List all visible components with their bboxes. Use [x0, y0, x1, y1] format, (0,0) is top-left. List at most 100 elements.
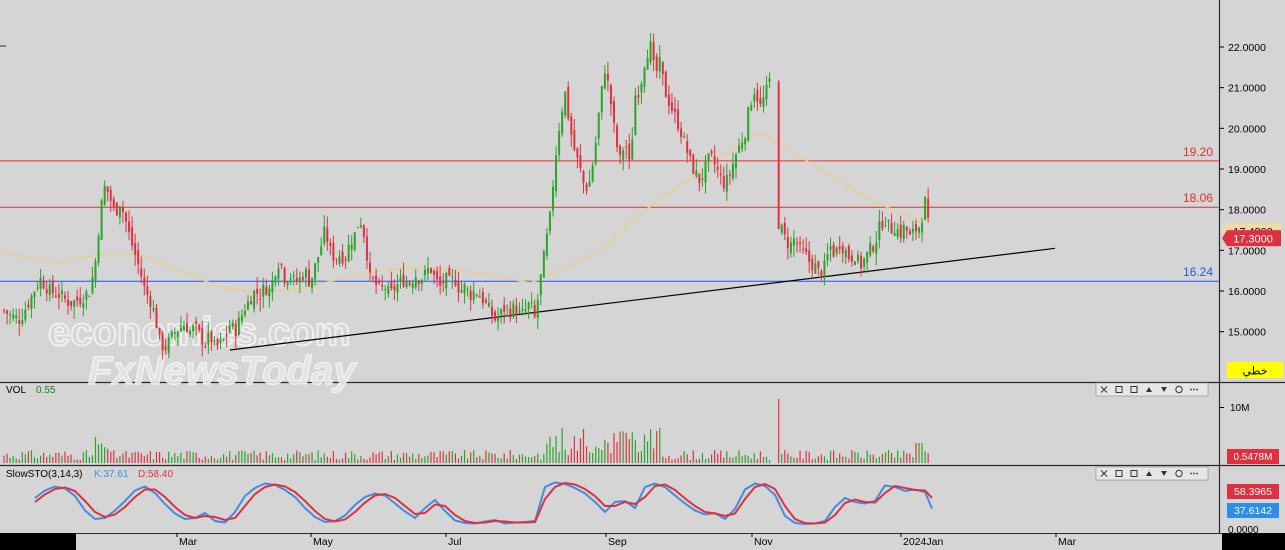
volume-bar — [198, 457, 200, 463]
candle — [12, 308, 15, 322]
volume-bar — [656, 431, 658, 463]
volume-bar — [842, 456, 844, 463]
candle — [326, 216, 329, 251]
volume-bar — [15, 458, 17, 463]
volume-bar — [558, 452, 560, 463]
candle — [887, 219, 890, 232]
volume-bar — [494, 453, 496, 463]
volume-bar — [482, 459, 484, 463]
candle — [207, 322, 210, 354]
candle — [341, 244, 344, 267]
maximize-icon[interactable] — [1115, 386, 1123, 393]
volume-bar — [890, 452, 893, 463]
candle — [491, 299, 493, 324]
price-label[interactable]: 17.3000 — [1222, 230, 1281, 247]
candle — [24, 301, 27, 324]
volume-bar — [116, 457, 118, 463]
volume-bar — [40, 455, 42, 463]
candle — [515, 297, 518, 324]
candle — [289, 272, 292, 286]
more-icon[interactable] — [1190, 472, 1198, 475]
volume-bar — [107, 448, 109, 463]
move-up-icon[interactable] — [1146, 387, 1152, 392]
volume-bar — [467, 458, 469, 463]
settings-icon[interactable] — [1175, 385, 1183, 394]
candle — [314, 262, 317, 286]
more-icon[interactable] — [1190, 388, 1198, 391]
volume-bar — [738, 450, 740, 463]
candle — [167, 333, 170, 359]
candle — [210, 329, 213, 351]
chart-type-badge[interactable]: خطي — [1227, 362, 1283, 378]
candle — [60, 281, 63, 303]
stochastic-pane-controls[interactable] — [1095, 466, 1209, 481]
price-label-text: 17.3000 — [1233, 234, 1273, 246]
volume-bar — [628, 438, 630, 463]
candle — [411, 280, 414, 294]
candle — [475, 293, 478, 298]
volume-bar — [274, 457, 277, 463]
candle — [201, 320, 204, 357]
candle — [39, 268, 42, 297]
close-icon[interactable] — [1100, 386, 1108, 393]
maximize-icon[interactable] — [1115, 470, 1123, 477]
candle — [262, 277, 265, 309]
volume-bar — [509, 450, 511, 463]
volume-bar — [369, 457, 371, 463]
stochastic-last-k-label[interactable]: 37.6142 — [1227, 503, 1279, 518]
volume-bar — [631, 432, 633, 463]
candle — [286, 280, 289, 290]
candle — [430, 267, 432, 275]
volume-bar — [875, 458, 877, 463]
candle — [250, 295, 253, 305]
restore-icon[interactable] — [1130, 386, 1138, 393]
candle — [588, 169, 591, 187]
volume-bar — [692, 450, 694, 463]
candle — [372, 275, 375, 283]
candle — [655, 53, 658, 79]
trendline[interactable] — [229, 247, 1056, 351]
candle — [914, 219, 917, 240]
close-icon[interactable] — [1100, 470, 1108, 477]
volume-bar — [174, 453, 176, 463]
candle — [777, 79, 780, 230]
volume-bar — [625, 432, 627, 463]
stochastic-last-d-label[interactable]: 58.3965 — [1227, 484, 1279, 499]
candle — [753, 87, 756, 108]
settings-icon[interactable] — [1175, 469, 1183, 478]
volume-bar — [226, 456, 228, 463]
candle — [271, 271, 274, 301]
candle — [555, 146, 558, 198]
volume-bar — [811, 459, 813, 463]
volume-bar — [427, 455, 429, 463]
candle — [521, 298, 524, 316]
volume-bar — [299, 452, 301, 463]
move-up-icon[interactable] — [1146, 471, 1152, 476]
candle — [841, 241, 844, 263]
volume-bar — [399, 457, 402, 463]
volume-bar — [704, 459, 707, 463]
volume-bar — [329, 457, 331, 463]
volume-bar — [595, 446, 597, 463]
volume-bar — [906, 453, 908, 463]
candle — [277, 262, 280, 286]
price-labels[interactable]: 17.480017.3000 — [1222, 222, 1281, 247]
volume-bar — [287, 453, 289, 463]
candle — [661, 61, 664, 86]
restore-icon[interactable] — [1130, 470, 1138, 477]
candle — [600, 85, 603, 120]
volume-bar — [808, 452, 810, 463]
move-down-icon[interactable] — [1161, 471, 1167, 476]
volume-last-label[interactable]: 0.5478M — [1227, 449, 1279, 464]
price-tick-label: 20.0000 — [1228, 123, 1266, 135]
volume-bar — [219, 458, 222, 463]
volume-pane-controls[interactable] — [1095, 382, 1209, 397]
candle — [905, 226, 908, 239]
candle — [51, 275, 54, 299]
candle — [97, 233, 100, 267]
volume-bar — [912, 456, 914, 463]
volume-bar — [701, 452, 704, 463]
moving-average-line — [0, 131, 931, 294]
candle — [143, 268, 146, 296]
move-down-icon[interactable] — [1161, 387, 1167, 392]
